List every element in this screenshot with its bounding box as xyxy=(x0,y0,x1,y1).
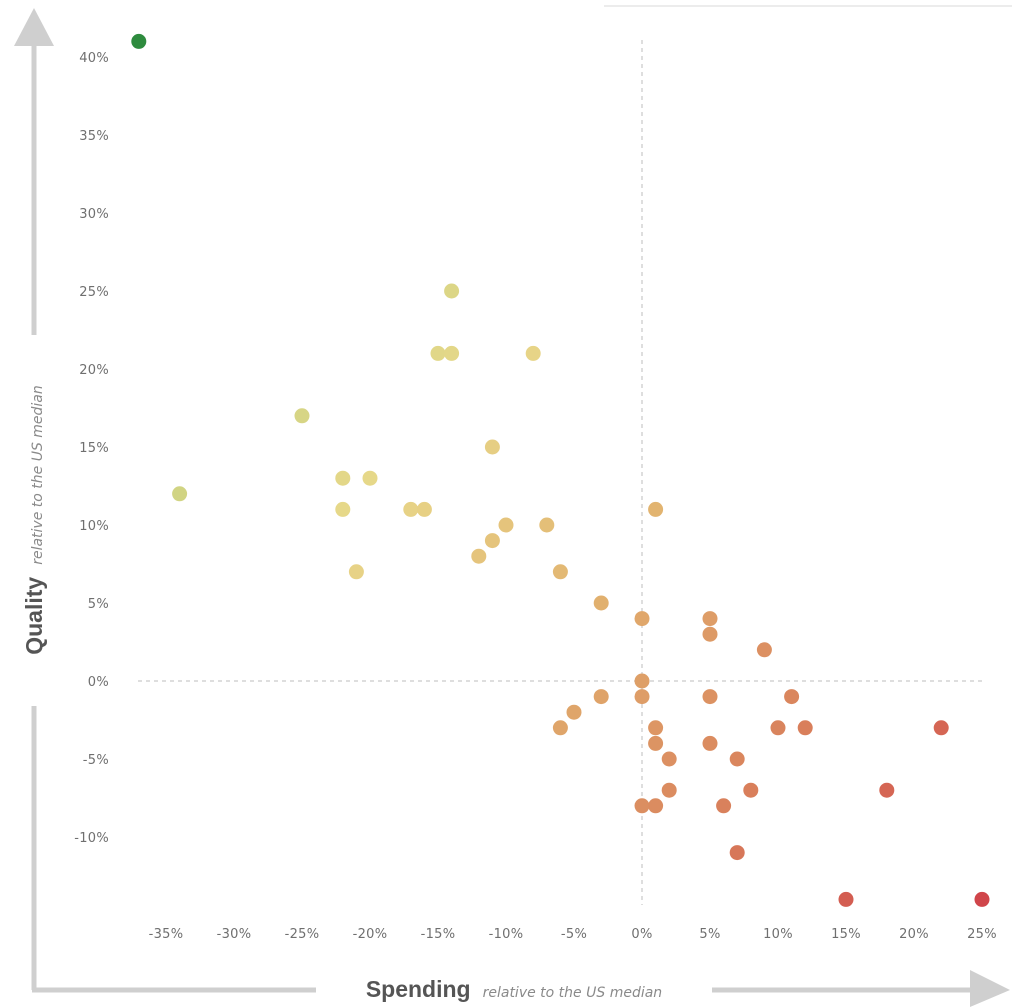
y-tick-label: -10% xyxy=(74,831,109,846)
data-point xyxy=(933,720,949,736)
data-point xyxy=(471,548,487,564)
y-tick-labels: 40% 35% 30% 25% 20% 15% 10% 5% 0% -5% -10% xyxy=(74,51,109,846)
data-point xyxy=(335,501,351,517)
data-point xyxy=(593,595,609,611)
data-point xyxy=(172,486,188,502)
y-tick-label: 20% xyxy=(79,363,109,378)
data-point xyxy=(498,517,514,533)
y-tick-label: 40% xyxy=(79,51,109,66)
data-point xyxy=(974,891,990,907)
data-point xyxy=(648,735,664,751)
y-tick-label: 10% xyxy=(79,519,109,534)
y-axis-title: Quality relative to the US median xyxy=(21,385,47,655)
data-point xyxy=(661,782,677,798)
data-point xyxy=(743,782,759,798)
data-point xyxy=(716,798,732,814)
data-point xyxy=(552,720,568,736)
y-tick-label: -5% xyxy=(83,753,109,768)
x-tick-label: -10% xyxy=(489,927,524,942)
data-point xyxy=(566,704,582,720)
data-points xyxy=(131,33,990,907)
data-point xyxy=(648,798,664,814)
x-axis-label: Spending xyxy=(366,976,471,1002)
x-tick-label: -35% xyxy=(149,927,184,942)
y-tick-label: 5% xyxy=(88,597,109,612)
data-point xyxy=(729,751,745,767)
x-tick-label: -20% xyxy=(353,927,388,942)
y-tick-label: 0% xyxy=(88,675,109,690)
x-tick-label: 25% xyxy=(967,927,997,942)
y-axis-sublabel: relative to the US median xyxy=(30,385,46,565)
data-point xyxy=(430,345,446,361)
x-tick-label: -30% xyxy=(217,927,252,942)
x-tick-label: 0% xyxy=(631,927,652,942)
axis-arrows xyxy=(14,8,1010,1007)
data-point xyxy=(648,501,664,517)
data-point xyxy=(634,673,650,689)
x-axis-arrowhead-icon xyxy=(970,970,1010,1007)
data-point xyxy=(294,408,310,424)
data-point xyxy=(702,735,718,751)
data-point xyxy=(444,345,460,361)
x-axis-sublabel: relative to the US median xyxy=(483,985,663,1001)
data-point xyxy=(348,564,364,580)
data-point xyxy=(416,501,432,517)
y-tick-label: 35% xyxy=(79,129,109,144)
data-point xyxy=(838,891,854,907)
data-point xyxy=(362,470,378,486)
data-point xyxy=(879,782,895,798)
y-tick-label: 25% xyxy=(79,285,109,300)
x-tick-label: -5% xyxy=(561,927,587,942)
data-point xyxy=(784,689,800,705)
data-point xyxy=(661,751,677,767)
data-point xyxy=(756,642,772,658)
y-axis-arrowhead-icon xyxy=(14,8,54,46)
y-tick-label: 30% xyxy=(79,207,109,222)
data-point xyxy=(484,533,500,549)
data-point xyxy=(770,720,786,736)
data-point xyxy=(403,501,419,517)
y-tick-label: 15% xyxy=(79,441,109,456)
data-point xyxy=(444,283,460,299)
data-point xyxy=(634,798,650,814)
x-axis-title: Spending relative to the US median xyxy=(366,976,662,1002)
y-axis-label: Quality xyxy=(21,577,47,655)
x-tick-label: -25% xyxy=(285,927,320,942)
data-point xyxy=(702,611,718,627)
x-tick-label: 10% xyxy=(763,927,793,942)
data-point xyxy=(648,720,664,736)
x-tick-label: 15% xyxy=(831,927,861,942)
data-point xyxy=(729,845,745,861)
data-point xyxy=(797,720,813,736)
x-tick-label: 5% xyxy=(699,927,720,942)
x-tick-label: 20% xyxy=(899,927,929,942)
data-point xyxy=(702,689,718,705)
x-tick-label: -15% xyxy=(421,927,456,942)
x-tick-labels: -35% -30% -25% -20% -15% -10% -5% 0% 5% 10% 15% 20%… xyxy=(149,927,997,942)
data-point xyxy=(131,33,147,49)
data-point xyxy=(335,470,351,486)
data-point xyxy=(552,564,568,580)
data-point xyxy=(539,517,555,533)
data-point xyxy=(525,345,541,361)
data-point xyxy=(484,439,500,455)
data-point xyxy=(634,689,650,705)
data-point xyxy=(593,689,609,705)
data-point xyxy=(634,611,650,627)
data-point xyxy=(702,626,718,642)
